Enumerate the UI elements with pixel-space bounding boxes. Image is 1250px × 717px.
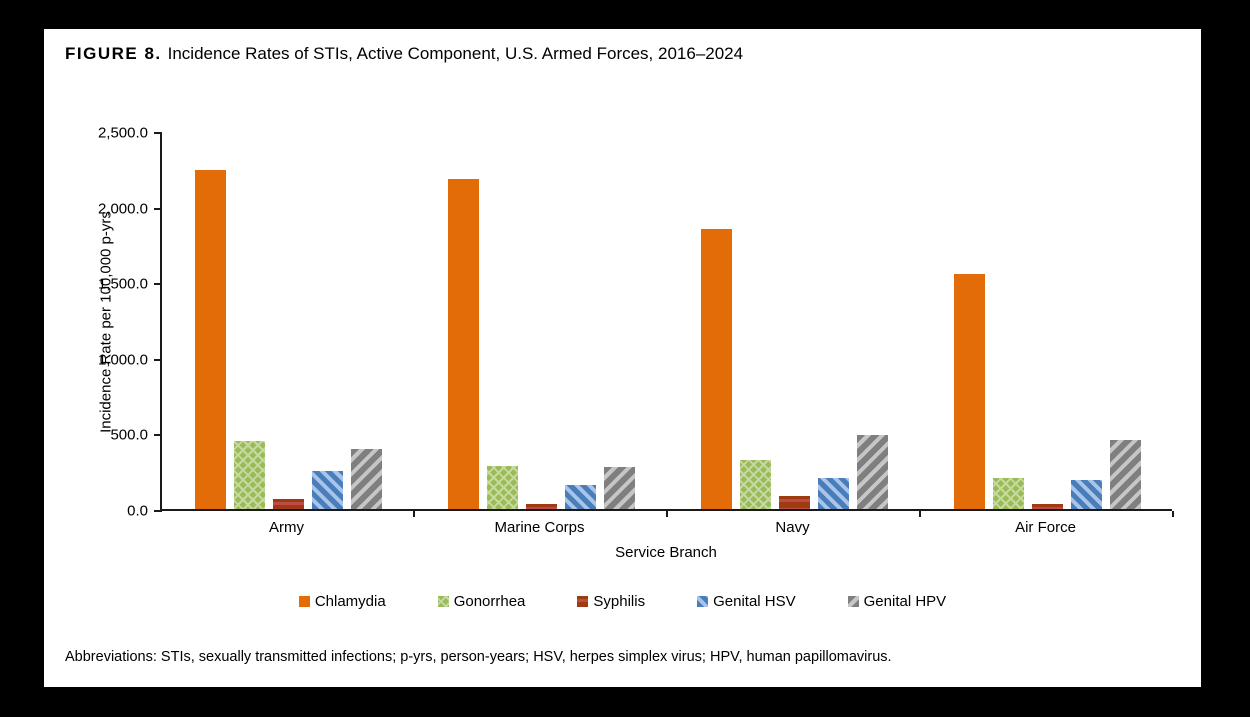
bar-chlamydia-marine-corps [448,178,479,509]
bar-genital-hpv-army [351,448,382,509]
bar-syphilis-marine-corps [526,503,557,509]
x-axis-title: Service Branch [615,544,717,561]
y-axis-tick [154,207,162,210]
bar-group-air-force [921,133,1174,509]
y-axis-title: Incidence Rate per 100,000 p-yrs [97,211,115,433]
legend-item-chlamydia: Chlamydia [298,593,386,610]
legend-label-gonorrhea: Gonorrhea [453,593,526,610]
legend-label-genital-hsv: Genital HSV [713,593,796,610]
x-category-label-navy: Navy [775,519,810,536]
bar-genital-hpv-navy [857,434,888,509]
legend-item-genital-hsv: Genital HSV [697,593,796,610]
figure-canvas: FIGURE 8. Incidence Rates of STIs, Active… [44,29,1201,687]
y-tick-label: 2,500.0 [97,124,148,142]
bar-gonorrhea-marine-corps [487,465,518,509]
bar-syphilis-navy [779,496,810,509]
x-axis-tick [413,511,415,517]
y-axis-tick [154,132,162,134]
bar-group-navy [668,133,921,509]
bar-syphilis-air-force [1032,503,1063,509]
chart: Incidence Rate per 100,000 p-yrs 0.0 500.… [44,29,1201,687]
x-axis-tick [666,511,668,517]
legend: Chlamydia Gonorrhea Syphilis Genital HSV Gen… [44,593,1201,610]
legend-swatch-chlamydia [298,596,310,607]
y-tick-label: 0.0 [127,502,148,520]
legend-swatch-genital-hpv [847,596,859,607]
bar-gonorrhea-air-force [993,478,1024,509]
bar-gonorrhea-army [234,440,265,509]
y-axis-tick [154,434,162,437]
x-axis-tick [1172,511,1174,517]
legend-swatch-gonorrhea [437,596,449,607]
plot-area: 0.0 500.0 1,000.0 1,500.0 2,000.0 2,500.0 [98,125,1174,520]
bar-genital-hpv-air-force [1110,440,1141,509]
bar-chlamydia-navy [701,229,732,509]
y-tick-label: 500.0 [110,426,148,444]
y-tick-label: 1,000.0 [97,351,148,369]
legend-swatch-syphilis [577,596,589,607]
x-category-label-marine-corps: Marine Corps [494,519,585,536]
legend-item-genital-hpv: Genital HPV [847,593,947,610]
figure-title-line: FIGURE 8. Incidence Rates of STIs, Active… [65,44,743,64]
figure-title-text: Incidence Rates of STIs, Active Componen… [167,44,744,63]
bar-genital-hsv-navy [818,478,849,509]
footnote-abbreviations: Abbreviations: STIs, sexually transmitte… [65,649,892,665]
x-axis-tick [919,511,921,517]
legend-swatch-genital-hsv [697,596,709,607]
legend-item-syphilis: Syphilis [577,593,645,610]
y-axis-tick [154,358,162,361]
legend-label-chlamydia: Chlamydia [314,593,386,610]
y-tick-label: 2,000.0 [97,200,148,218]
figure-number-label: FIGURE 8. [65,44,162,63]
x-category-label-army: Army [269,519,304,536]
legend-item-gonorrhea: Gonorrhea [437,593,526,610]
bar-genital-hsv-army [312,471,343,509]
bar-genital-hsv-air-force [1071,480,1102,509]
bar-group-army [162,133,415,509]
bar-gonorrhea-navy [740,459,771,509]
legend-label-genital-hpv: Genital HPV [863,593,947,610]
bar-genital-hpv-marine-corps [604,467,635,509]
x-category-label-air-force: Air Force [1015,519,1076,536]
bar-group-marine-corps [415,133,668,509]
bar-chlamydia-army [195,169,226,509]
bar-syphilis-army [273,499,304,509]
bar-chlamydia-air-force [954,273,985,509]
y-axis-tick [154,283,162,286]
y-axis-tick [154,510,162,512]
bar-genital-hsv-marine-corps [565,484,596,509]
legend-label-syphilis: Syphilis [593,593,646,610]
y-tick-label: 1,500.0 [97,275,148,293]
